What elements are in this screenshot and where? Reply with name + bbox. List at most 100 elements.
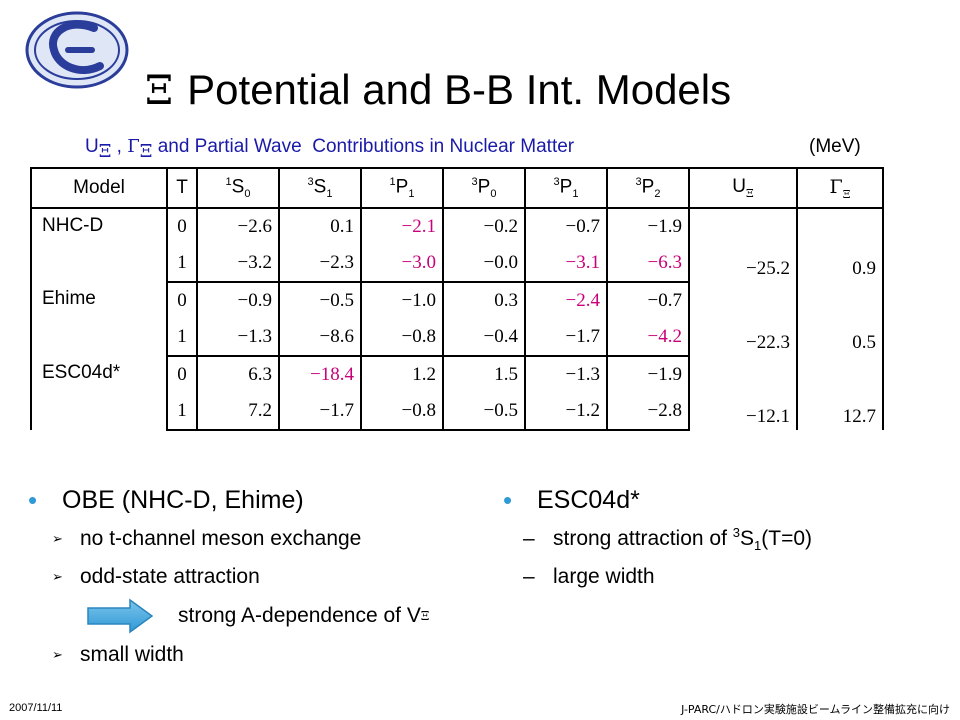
header-3p2: 3P2 bbox=[606, 167, 690, 209]
gamma-xi-value: 0.5 bbox=[796, 282, 884, 356]
arrow-text: strong A-dependence of V bbox=[178, 604, 421, 627]
bullet-main-text: ESC04d* bbox=[537, 485, 640, 514]
t-value: 0 bbox=[166, 208, 198, 245]
cell: −0.0 bbox=[442, 245, 526, 283]
header-row: Model T 1S0 3S1 1P1 3P0 3P1 3P2 UΞ ΓΞ bbox=[30, 167, 884, 209]
header-1s0: 1S0 bbox=[196, 167, 280, 209]
table-row: NHC-D 0 −2.6 0.1 −2.1 −0.2 −0.7 −1.9 −25… bbox=[30, 208, 884, 282]
t-value: 0 bbox=[166, 282, 198, 319]
cell: −0.4 bbox=[442, 319, 526, 357]
u-xi-value: −12.1 bbox=[688, 356, 798, 430]
cell: −0.5 bbox=[442, 393, 526, 431]
cell: −0.7 bbox=[524, 208, 608, 245]
list-item: – strong attraction of 3S1(T=0) bbox=[503, 520, 812, 558]
gamma-xi-value: 0.9 bbox=[796, 208, 884, 282]
list-item: • OBE (NHC-D, Ehime) bbox=[28, 480, 429, 520]
cell: −1.0 bbox=[360, 282, 444, 319]
table-caption: UΞ , ΓΞ and Partial Wave Contributions i… bbox=[85, 136, 574, 162]
title-xi-symbol: Ξ bbox=[145, 68, 174, 114]
title-text: Potential and B-B Int. Models bbox=[187, 66, 732, 113]
gamma-xi-value: 12.7 bbox=[796, 356, 884, 430]
cell: −0.8 bbox=[360, 393, 444, 431]
header-u-xi: UΞ bbox=[688, 167, 798, 209]
cell: −1.7 bbox=[524, 319, 608, 357]
t-value: 1 bbox=[166, 319, 198, 357]
cell: −2.6 bbox=[196, 208, 280, 245]
list-item: • ESC04d* bbox=[503, 480, 812, 520]
table-row: 1 −3.2 −2.3 −3.0 −0.0 −3.1 −6.3 bbox=[31, 245, 883, 283]
cell: −8.6 bbox=[278, 319, 362, 357]
cell: −1.9 bbox=[606, 356, 690, 393]
cell: −1.7 bbox=[278, 393, 362, 431]
cell: −0.2 bbox=[442, 208, 526, 245]
model-name: Ehime bbox=[30, 282, 168, 356]
header-model: Model bbox=[30, 167, 168, 209]
model-name: ESC04d* bbox=[30, 356, 168, 430]
t-value: 1 bbox=[166, 245, 198, 283]
bullet-main-text: OBE (NHC-D, Ehime) bbox=[62, 485, 304, 514]
u-xi-value: −25.2 bbox=[688, 208, 798, 282]
cell: −2.1 bbox=[360, 208, 444, 245]
cell: 6.3 bbox=[196, 356, 280, 393]
sub-bullet-text: no t-channel meson exchange bbox=[80, 527, 362, 550]
cell: −4.2 bbox=[606, 319, 690, 357]
cell: −18.4 bbox=[278, 356, 362, 393]
cell: −3.1 bbox=[524, 245, 608, 283]
table-row: 1 −1.3 −8.6 −0.8 −0.4 −1.7 −4.2 bbox=[31, 319, 883, 357]
right-arrow-icon bbox=[87, 598, 154, 634]
v-xi-sub: Ξ bbox=[420, 609, 430, 623]
cell: 1.5 bbox=[442, 356, 526, 393]
cell: −3.0 bbox=[360, 245, 444, 283]
cell: −0.8 bbox=[360, 319, 444, 357]
chevron-bullet-icon: ➢ bbox=[52, 569, 63, 585]
list-item: ➢ small width bbox=[28, 636, 429, 674]
cell: −2.8 bbox=[606, 393, 690, 431]
cell: −0.9 bbox=[196, 282, 280, 319]
chevron-bullet-icon: ➢ bbox=[52, 647, 63, 663]
sub-bullet-text: large width bbox=[553, 565, 655, 588]
footer-title: J-PARC/ハドロン実験施設ビームライン整備拡充に向け bbox=[681, 703, 950, 716]
table-row: 1 7.2 −1.7 −0.8 −0.5 −1.2 −2.8 bbox=[31, 393, 883, 431]
cell: 1.2 bbox=[360, 356, 444, 393]
table-row: ESC04d* 0 6.3 −18.4 1.2 1.5 −1.3 −1.9 −1… bbox=[30, 356, 884, 430]
cell: −0.7 bbox=[606, 282, 690, 319]
cell: −2.4 bbox=[524, 282, 608, 319]
model-name: NHC-D bbox=[30, 208, 168, 282]
sub-bullet-text: small width bbox=[80, 643, 184, 666]
header-3s1: 3S1 bbox=[278, 167, 362, 209]
footer-date: 2007/11/11 bbox=[9, 702, 63, 714]
sub-bullet-text: strong attraction of 3S1(T=0) bbox=[553, 525, 813, 553]
chevron-bullet-icon: ➢ bbox=[52, 531, 63, 547]
dot-bullet-icon: • bbox=[28, 485, 38, 515]
cell: 0.1 bbox=[278, 208, 362, 245]
cell: −3.2 bbox=[196, 245, 280, 283]
cell: −1.3 bbox=[524, 356, 608, 393]
cell: −1.2 bbox=[524, 393, 608, 431]
cell: −1.3 bbox=[196, 319, 280, 357]
right-bullet-list: • ESC04d* – strong attraction of 3S1(T=0… bbox=[503, 480, 812, 596]
cell: −0.5 bbox=[278, 282, 362, 319]
caption-u: U bbox=[85, 136, 99, 157]
list-item: – large width bbox=[503, 558, 812, 596]
caption-gamma: Γ bbox=[127, 136, 140, 157]
header-3p1: 3P1 bbox=[524, 167, 608, 209]
left-bullet-list: • OBE (NHC-D, Ehime) ➢ no t-channel meso… bbox=[28, 480, 429, 674]
cell: 7.2 bbox=[196, 393, 280, 431]
cell: −2.3 bbox=[278, 245, 362, 283]
caption-text: and Partial Wave Contributions in Nuclea… bbox=[152, 136, 575, 157]
table-row: Ehime 0 −0.9 −0.5 −1.0 0.3 −2.4 −0.7 −22… bbox=[30, 282, 884, 356]
header-3p0: 3P0 bbox=[442, 167, 526, 209]
header-t: T bbox=[166, 167, 198, 209]
caption-gamma-sub: Ξ bbox=[139, 140, 153, 162]
page-title: Ξ Potential and B-B Int. Models bbox=[145, 64, 731, 117]
dot-bullet-icon: • bbox=[503, 485, 513, 515]
sub-bullet-text: odd-state attraction bbox=[80, 565, 260, 588]
partial-wave-table: Model T 1S0 3S1 1P1 3P0 3P1 3P2 UΞ ΓΞ NH… bbox=[30, 167, 884, 431]
cell: −1.9 bbox=[606, 208, 690, 245]
list-item: ➢ no t-channel meson exchange bbox=[28, 520, 429, 558]
dash-bullet: – bbox=[523, 527, 535, 550]
dash-bullet: – bbox=[523, 565, 535, 588]
cell: 0.3 bbox=[442, 282, 526, 319]
unit-label: (MeV) bbox=[809, 136, 861, 157]
